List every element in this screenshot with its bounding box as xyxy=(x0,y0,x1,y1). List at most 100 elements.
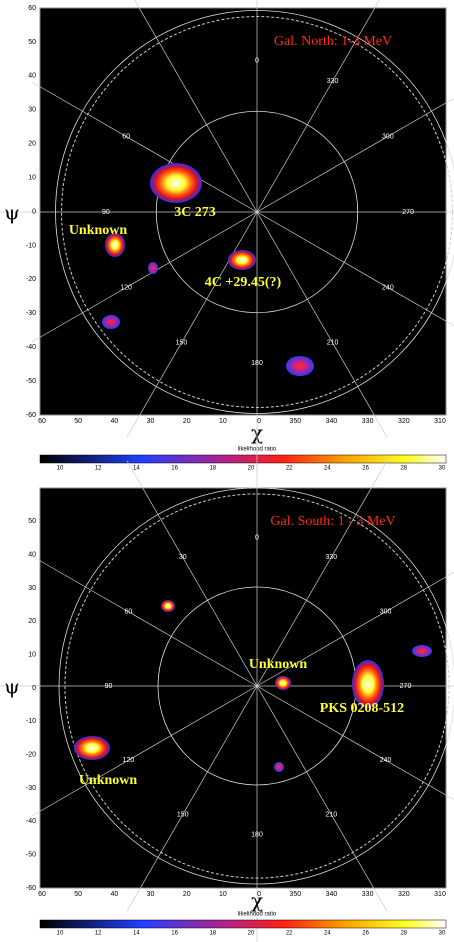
y-tick-label: 50 xyxy=(28,39,36,46)
map-title: Gal. North: 1-3 MeV xyxy=(274,34,392,49)
source-label: PKS 0208-512 xyxy=(320,701,404,716)
x-tick-label: 310 xyxy=(434,418,446,425)
y-axis-label: ψ xyxy=(4,675,20,699)
grid-label: 240 xyxy=(382,284,394,291)
x-tick-label: 340 xyxy=(326,891,338,898)
y-tick-label: -30 xyxy=(26,785,36,792)
y-tick-label: 0 xyxy=(32,208,36,215)
grid-label: 180 xyxy=(251,360,263,367)
sky-map xyxy=(40,488,446,888)
y-tick-label: -20 xyxy=(26,752,36,759)
grid-label: 330 xyxy=(327,78,339,85)
colorbar-tick: 20 xyxy=(248,931,255,937)
source-blob xyxy=(74,736,110,760)
source-blob xyxy=(102,315,120,329)
colorbar-tick: 18 xyxy=(209,466,216,472)
x-tick-label: 50 xyxy=(74,891,82,898)
y-tick-label: 40 xyxy=(28,552,36,559)
colorbar-tick: 26 xyxy=(362,466,369,472)
colorbar-tick: 14 xyxy=(133,931,140,937)
x-tick-label: 330 xyxy=(362,891,374,898)
y-tick-label: 60 xyxy=(28,5,36,12)
y-tick-label: -40 xyxy=(26,818,36,825)
x-tick-label: 30 xyxy=(147,891,155,898)
x-tick-label: 40 xyxy=(110,891,118,898)
x-tick-label: 10 xyxy=(219,891,227,898)
source-label: 4C +29.45(?) xyxy=(205,275,282,290)
x-tick-label: 320 xyxy=(398,891,410,898)
grid-label: 300 xyxy=(382,133,394,140)
y-tick-label: 10 xyxy=(28,652,36,659)
colorbar-tick: 26 xyxy=(362,931,369,937)
grid-label: 150 xyxy=(176,340,188,347)
grid-label: 270 xyxy=(402,209,414,216)
x-tick-label: 350 xyxy=(289,418,301,425)
figure: 0330300270240210180150120906060504030201… xyxy=(0,0,454,942)
x-tick-label: 350 xyxy=(289,891,301,898)
y-tick-label: 40 xyxy=(28,73,36,80)
y-tick-label: 50 xyxy=(28,518,36,525)
y-axis-label: ψ xyxy=(4,201,20,225)
grid-label: 60 xyxy=(122,133,130,140)
source-blob xyxy=(161,600,175,612)
colorbar-tick: 30 xyxy=(439,466,446,472)
colorbar-tick: 18 xyxy=(209,931,216,937)
source-blob xyxy=(286,356,314,376)
grid-label: 0 xyxy=(255,58,259,65)
y-tick-label: -50 xyxy=(26,378,36,385)
colorbar-tick: 20 xyxy=(248,466,255,472)
colorbar-tick: 28 xyxy=(400,931,407,937)
y-tick-label: 20 xyxy=(28,141,36,148)
y-tick-label: -30 xyxy=(26,310,36,317)
x-tick-label: 310 xyxy=(434,891,446,898)
y-tick-label: -10 xyxy=(26,718,36,725)
grid-label: 0 xyxy=(255,534,259,541)
grid-label: 90 xyxy=(102,209,110,216)
colorbar-tick: 16 xyxy=(171,466,178,472)
y-tick-label: -50 xyxy=(26,852,36,859)
colorbar-tick: 24 xyxy=(324,466,331,472)
colorbar-tick: 24 xyxy=(324,931,331,937)
colorbar-tick: 14 xyxy=(133,466,140,472)
colorbar-tick: 10 xyxy=(57,931,64,937)
x-tick-label: 60 xyxy=(38,418,46,425)
y-tick-label: 30 xyxy=(28,107,36,114)
y-tick-label: -20 xyxy=(26,276,36,283)
grid-label: 180 xyxy=(251,831,263,838)
colorbar-tick: 30 xyxy=(439,931,446,937)
x-tick-label: 20 xyxy=(183,418,191,425)
source-blob xyxy=(148,262,158,274)
x-tick-label: 320 xyxy=(398,418,410,425)
source-label: Unknown xyxy=(69,223,128,238)
source-label: Unknown xyxy=(249,657,308,672)
x-tick-label: 60 xyxy=(38,891,46,898)
x-tick-label: 330 xyxy=(362,418,374,425)
colorbar-tick: 12 xyxy=(95,931,102,937)
grid-label: 120 xyxy=(123,757,135,764)
y-tick-label: -60 xyxy=(26,412,36,419)
grid-label: 150 xyxy=(177,811,189,818)
y-tick-label: 30 xyxy=(28,585,36,592)
colorbar-label: likelihood ratio xyxy=(238,912,277,918)
grid-label: 300 xyxy=(380,609,392,616)
grid-label: 330 xyxy=(325,554,337,561)
grid-label: 60 xyxy=(124,609,132,616)
colorbar-tick: 10 xyxy=(57,466,64,472)
colorbar-tick: 16 xyxy=(171,931,178,937)
y-tick-label: 20 xyxy=(28,618,36,625)
grid-label: 210 xyxy=(325,811,337,818)
source-blob xyxy=(150,163,202,203)
y-tick-label: -60 xyxy=(26,885,36,892)
colorbar xyxy=(40,455,446,463)
source-blob xyxy=(412,645,432,657)
colorbar xyxy=(40,920,446,928)
x-tick-label: 50 xyxy=(74,418,82,425)
source-label: Unknown xyxy=(79,773,138,788)
colorbar-tick: 28 xyxy=(400,466,407,472)
colorbar-tick: 22 xyxy=(286,931,293,937)
source-blob xyxy=(228,250,256,270)
x-tick-label: 340 xyxy=(326,418,338,425)
grid-label: 210 xyxy=(327,340,339,347)
colorbar-tick: 22 xyxy=(286,466,293,472)
grid-label: 30 xyxy=(179,554,187,561)
